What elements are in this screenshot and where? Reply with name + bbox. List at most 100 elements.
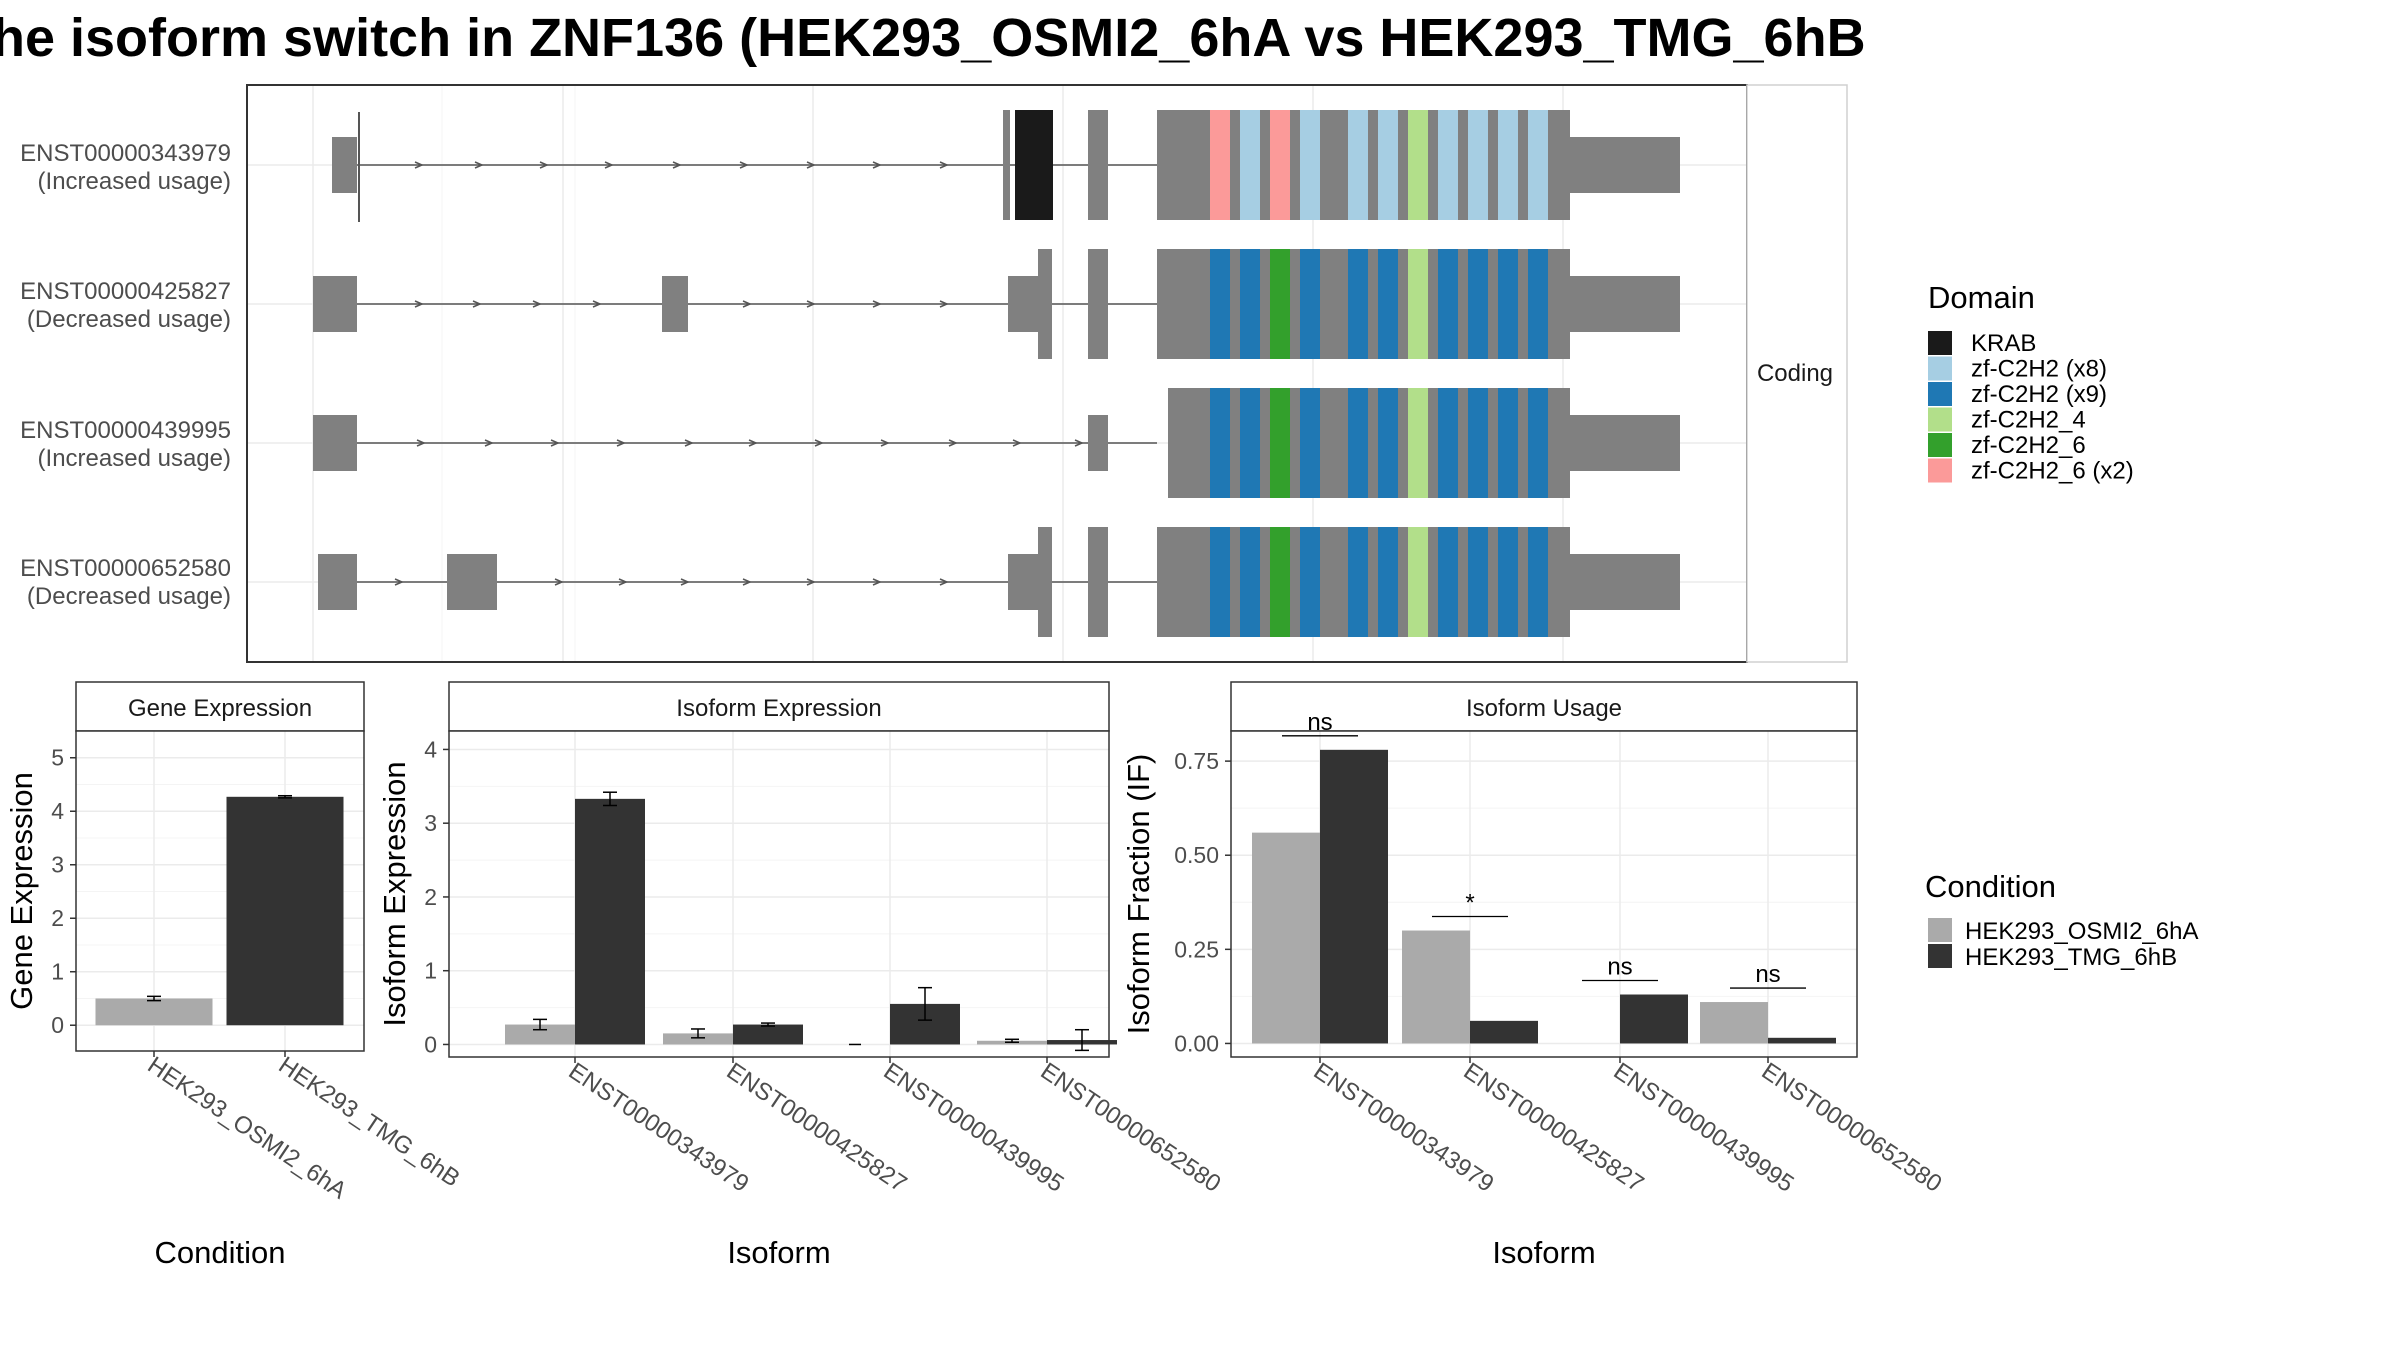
strand-arrow [474, 161, 484, 169]
utr-exon [662, 276, 688, 332]
strand-arrow [872, 578, 882, 586]
x-axis-label: Isoform [1492, 1235, 1595, 1270]
domain-block [1300, 249, 1320, 359]
y-tick-label: 4 [424, 736, 437, 762]
bar [663, 1033, 733, 1045]
coding-strip [1746, 84, 1848, 663]
domain-block [1210, 388, 1230, 498]
coding-exon [1038, 249, 1052, 359]
domain-block [1240, 527, 1260, 637]
strand-arrow [806, 161, 816, 169]
domain-block [1300, 388, 1320, 498]
y-axis-label: Isoform Fraction (IF) [1121, 754, 1156, 1035]
domain-legend-label: KRAB [1971, 330, 2036, 357]
y-axis-label: Gene Expression [4, 772, 39, 1010]
y-tick-label: 0.25 [1174, 936, 1219, 962]
utr-exon [1570, 415, 1680, 471]
domain-block [1348, 527, 1368, 637]
transcript-id-label: ENST00000439995 [20, 417, 231, 444]
domain-block [1348, 388, 1368, 498]
bar [1768, 1037, 1836, 1044]
domain-block [1210, 249, 1230, 359]
domain-legend-swatch [1928, 356, 1952, 381]
transcript-id-label: ENST00000425827 [20, 278, 231, 305]
domain-block [1438, 110, 1458, 220]
strand-arrow [484, 439, 494, 447]
strand-arrow [414, 300, 424, 308]
condition-legend: Condition HEK293_OSMI2_6hA HEK293_TMG_6h… [1925, 869, 2198, 971]
utr-exon [1570, 276, 1680, 332]
strand-arrow [872, 161, 882, 169]
transcript-usage-label: (Decreased usage) [27, 583, 231, 610]
bar [1402, 930, 1470, 1044]
domain-block [1468, 388, 1488, 498]
utr-exon [318, 554, 357, 610]
bar [1320, 749, 1388, 1044]
y-tick-label: 0.00 [1174, 1030, 1219, 1056]
y-tick-label: 2 [51, 905, 64, 931]
domain-legend-label: zf-C2H2 (x9) [1971, 381, 2107, 408]
transcript-track [318, 527, 1680, 637]
bar [505, 1024, 575, 1045]
domain-block [1240, 249, 1260, 359]
domain-legend-label: zf-C2H2_6 [1971, 432, 2086, 459]
utr-exon [313, 276, 357, 332]
strand-arrow [806, 578, 816, 586]
domain-block [1270, 110, 1290, 220]
isoform-expression-panel: Isoform Expression 01234ENST00000343979E… [377, 681, 1226, 1270]
domain-block [1270, 388, 1290, 498]
strand-arrow [532, 300, 542, 308]
domain-block [1468, 110, 1488, 220]
panel-border [75, 730, 365, 1052]
transcript-usage-label: (Decreased usage) [27, 306, 231, 333]
domain-block [1528, 527, 1548, 637]
legend-swatch-tmg [1928, 944, 1952, 968]
y-tick-label: 5 [51, 745, 64, 771]
condition-legend-title: Condition [1925, 869, 2056, 904]
domain-legend-swatch [1928, 407, 1952, 432]
utr-exon [1088, 415, 1108, 471]
strand-arrow [1012, 439, 1022, 447]
transcript-usage-label: (Increased usage) [38, 168, 231, 195]
domain-block [1468, 527, 1488, 637]
coding-exon [1038, 527, 1052, 637]
significance-label: * [1465, 890, 1474, 917]
bar [1620, 994, 1688, 1044]
legend-swatch-osmi [1928, 918, 1952, 942]
transcript-track [313, 249, 1680, 359]
transcript-id-label: ENST00000652580 [20, 555, 231, 582]
strand-arrow [592, 300, 602, 308]
coding-strip-label: Coding [1757, 360, 1833, 387]
isoform-expression-plot: 01234ENST00000343979ENST00000425827ENST0… [424, 731, 1226, 1198]
y-axis-label: Isoform Expression [377, 761, 412, 1026]
legend-label: HEK293_OSMI2_6hA [1965, 918, 2198, 945]
transcript-structure-panel: Coding ENST00000343979 (Increased usage)… [20, 84, 1848, 663]
domain-legend-label: zf-C2H2 (x8) [1971, 356, 2107, 383]
bar [1252, 832, 1320, 1044]
panel-border [1230, 730, 1858, 1058]
domain-block [1270, 527, 1290, 637]
strand-arrow [616, 439, 626, 447]
bar [1700, 1002, 1768, 1044]
strand-arrow [814, 439, 824, 447]
bar [733, 1024, 803, 1045]
domain-block [1438, 249, 1458, 359]
domain-block [1438, 527, 1458, 637]
strand-arrow [742, 300, 752, 308]
domain-block [1378, 110, 1398, 220]
strand-arrow [550, 439, 560, 447]
panel-strip-title: Isoform Expression [676, 695, 881, 722]
strand-arrow [618, 578, 628, 586]
utr-exon [313, 415, 357, 471]
domain-legend-swatch [1928, 433, 1952, 457]
legend-label: HEK293_TMG_6hB [1965, 944, 2177, 971]
domain-block [1300, 527, 1320, 637]
domain-block [1300, 110, 1320, 220]
domain-legend-label: zf-C2H2_4 [1971, 407, 2086, 434]
domain-block [1408, 388, 1428, 498]
strand-arrow [748, 439, 758, 447]
